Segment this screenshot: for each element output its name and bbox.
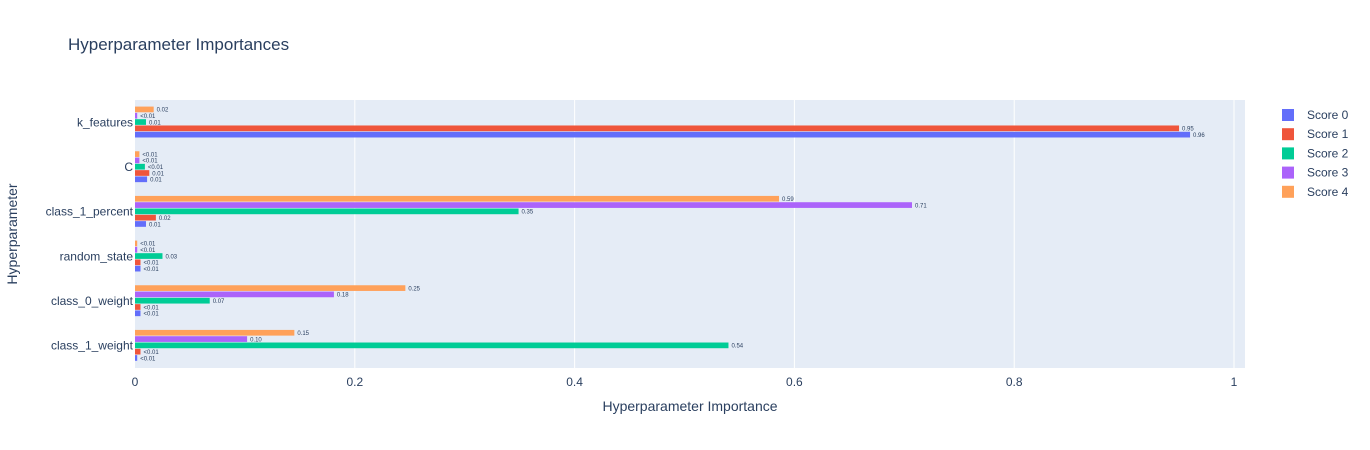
bar-value-label: 0.10 xyxy=(250,337,262,343)
bar-value-label: 0.71 xyxy=(915,203,927,209)
x-axis-ticks: 0 0.2 0.4 0.6 0.8 1 xyxy=(132,375,1238,389)
bar-value-label: 0.35 xyxy=(522,210,534,216)
chart-title: Hyperparameter Importances xyxy=(68,35,289,54)
bar xyxy=(135,195,780,202)
x-tick-label: 0.2 xyxy=(346,375,363,389)
bar-value-label: 0.07 xyxy=(213,299,225,305)
legend-label: Score 0 xyxy=(1307,108,1349,122)
bar-value-label: 0.03 xyxy=(165,254,177,260)
bar-value-label: 0.01 xyxy=(149,222,161,228)
legend-swatch xyxy=(1282,185,1294,198)
bar xyxy=(135,285,406,291)
bar xyxy=(135,119,146,125)
bar-value-label: <0.01 xyxy=(140,356,156,362)
legend-item[interactable]: Score 3 xyxy=(1282,166,1349,180)
bar xyxy=(135,112,138,119)
legend-swatch xyxy=(1282,128,1294,141)
bar xyxy=(135,265,141,272)
x-tick-label: 1 xyxy=(1231,375,1238,389)
bar xyxy=(135,342,729,349)
bar-value-label: <0.01 xyxy=(140,248,156,254)
bar-value-label: 0.15 xyxy=(297,331,309,337)
bar-value-label: <0.01 xyxy=(148,165,164,171)
y-category-label: k_features xyxy=(77,115,133,129)
bar-value-label: <0.01 xyxy=(142,159,158,165)
bar xyxy=(135,291,334,298)
bar-value-label: <0.01 xyxy=(143,350,159,356)
y-category-label: class_1_percent xyxy=(46,205,134,219)
legend-swatch xyxy=(1282,166,1294,179)
bar-value-label: 0.25 xyxy=(408,286,420,292)
bar xyxy=(135,310,141,317)
bar-value-label: 0.18 xyxy=(337,293,349,299)
y-axis-title: Hyperparameter xyxy=(4,183,20,284)
y-category-label: random_state xyxy=(60,249,134,263)
legend-label: Score 4 xyxy=(1307,185,1349,199)
x-tick-label: 0.4 xyxy=(566,375,583,389)
bar-value-label: 0.59 xyxy=(782,197,794,203)
bar-value-label: 0.54 xyxy=(731,344,743,350)
x-tick-label: 0.6 xyxy=(786,375,803,389)
bar xyxy=(135,355,138,361)
bar xyxy=(135,176,148,183)
bar-value-label: 0.02 xyxy=(157,108,169,114)
legend-item[interactable]: Score 0 xyxy=(1282,108,1349,122)
bar xyxy=(135,348,141,355)
bar-value-label: <0.01 xyxy=(142,152,158,158)
legend-swatch xyxy=(1282,109,1294,121)
bar xyxy=(135,304,141,310)
bar-value-label: 0.02 xyxy=(159,216,171,222)
y-category-label: class_1_weight xyxy=(51,339,134,353)
bar xyxy=(135,336,248,342)
y-category-label: class_0_weight xyxy=(51,294,134,308)
y-axis-categories: class_1_weight class_0_weight random_state… xyxy=(46,115,134,352)
legend-item[interactable]: Score 1 xyxy=(1282,127,1349,141)
bar xyxy=(135,240,138,247)
x-axis-title: Hyperparameter Importance xyxy=(602,398,777,414)
plot-background xyxy=(135,100,1245,368)
legend[interactable]: Score 0 Score 1 Score 2 Score 3 Score 4 xyxy=(1282,108,1349,199)
bar-value-label: <0.01 xyxy=(140,242,156,248)
legend-label: Score 1 xyxy=(1307,127,1349,141)
bar-value-label: 0.96 xyxy=(1193,133,1205,139)
bar xyxy=(135,170,150,176)
bar-value-label: <0.01 xyxy=(143,305,159,311)
bar xyxy=(135,297,210,304)
bar-value-label: <0.01 xyxy=(143,312,159,318)
x-tick-label: 0 xyxy=(132,375,139,389)
bar xyxy=(135,202,912,208)
y-category-label: C xyxy=(124,160,133,174)
bar-value-label: <0.01 xyxy=(143,261,159,267)
bar xyxy=(135,208,519,215)
legend-label: Score 2 xyxy=(1307,146,1349,160)
bar xyxy=(135,131,1191,138)
bar xyxy=(135,157,140,164)
legend-item[interactable]: Score 4 xyxy=(1282,185,1349,199)
bar xyxy=(135,329,295,336)
x-tick-label: 0.8 xyxy=(1006,375,1023,389)
legend-label: Score 3 xyxy=(1307,166,1349,180)
bar-value-label: 0.95 xyxy=(1182,127,1194,133)
bar xyxy=(135,151,140,157)
legend-item[interactable]: Score 2 xyxy=(1282,146,1349,160)
bar-value-label: 0.01 xyxy=(149,120,161,126)
bar-value-label: 0.01 xyxy=(152,171,164,177)
bar xyxy=(135,163,145,170)
bar-value-label: <0.01 xyxy=(140,114,156,120)
gridlines xyxy=(354,100,1235,368)
legend-swatch xyxy=(1282,147,1294,160)
bar xyxy=(135,221,146,227)
bar-labels: <0.01<0.010.540.100.15<0.01<0.010.070.18… xyxy=(140,108,1205,363)
bar-value-label: 0.01 xyxy=(150,178,162,184)
bar xyxy=(135,125,1180,132)
bars xyxy=(135,106,1191,361)
bar xyxy=(135,214,156,221)
bar xyxy=(135,253,163,259)
bar xyxy=(135,246,138,253)
bar xyxy=(135,106,154,113)
bar-value-label: <0.01 xyxy=(143,267,159,273)
bar xyxy=(135,259,141,266)
